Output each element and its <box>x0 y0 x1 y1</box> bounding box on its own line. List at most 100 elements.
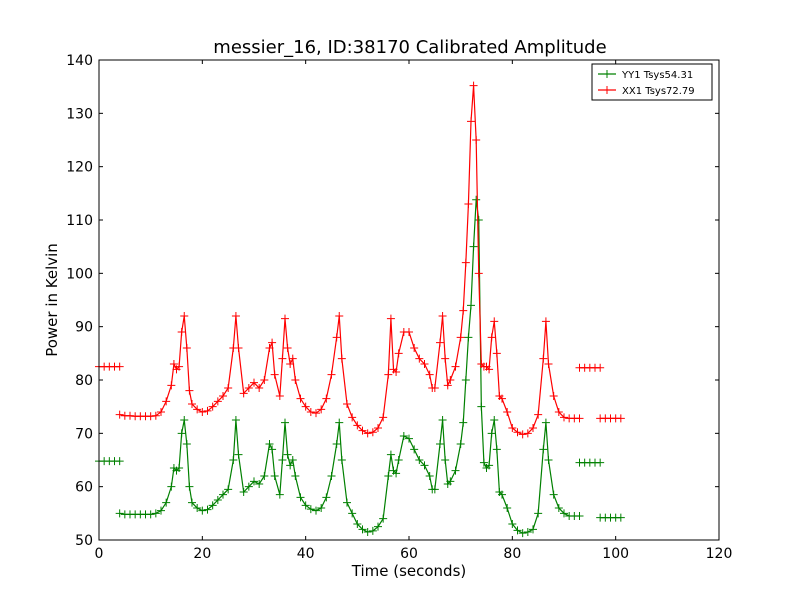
x-tick-label: 0 <box>95 546 104 562</box>
y-tick-label: 140 <box>66 53 93 69</box>
data-point <box>193 405 202 414</box>
data-point <box>265 440 274 448</box>
data-point <box>386 450 395 459</box>
x-tick-label: 80 <box>503 546 521 562</box>
data-point <box>368 526 377 535</box>
data-point <box>317 504 326 512</box>
data-point <box>487 429 496 438</box>
data-point <box>115 509 124 518</box>
data-point <box>490 416 499 424</box>
data-point <box>399 432 408 440</box>
data-point <box>265 344 274 352</box>
data-point <box>162 498 171 507</box>
data-point <box>560 509 568 518</box>
data-point <box>180 312 189 320</box>
data-point <box>358 525 367 534</box>
data-point <box>169 360 178 368</box>
data-point <box>554 504 563 512</box>
data-point <box>479 458 488 467</box>
data-point <box>283 450 292 459</box>
axis-layer: 0 20 40 60 80 100 120 50 60 70 80 90 100 110 120 130 140 <box>66 53 732 562</box>
data-point <box>343 498 351 507</box>
data-point <box>198 408 207 416</box>
data-point <box>492 349 501 358</box>
data-point <box>508 520 517 528</box>
data-point <box>415 354 424 363</box>
data-point <box>219 392 227 400</box>
series-1 <box>95 195 625 538</box>
data-point <box>523 429 532 438</box>
data-point <box>278 456 287 464</box>
data-point <box>250 477 258 486</box>
data-point <box>513 428 522 437</box>
data-point <box>322 394 331 403</box>
data-point <box>410 344 419 352</box>
data-point <box>363 429 372 438</box>
data-point <box>278 354 287 363</box>
data-point <box>430 485 439 494</box>
data-point <box>534 509 543 518</box>
data-point <box>337 354 346 363</box>
legend-marker <box>603 70 611 78</box>
data-point <box>244 482 253 491</box>
data-point <box>332 333 341 342</box>
data-point <box>405 328 413 336</box>
data-point <box>379 514 388 523</box>
data-point <box>456 333 465 342</box>
data-point <box>596 363 605 372</box>
data-point <box>301 501 310 510</box>
data-point <box>335 312 344 320</box>
data-point <box>368 428 377 437</box>
data-point <box>596 458 605 467</box>
data-point <box>268 338 277 347</box>
data-point <box>469 81 478 90</box>
data-point <box>268 445 277 454</box>
data-point <box>392 469 401 478</box>
x-tick-label: 100 <box>602 546 629 562</box>
x-tick-label: 60 <box>400 546 418 562</box>
data-point <box>115 410 124 419</box>
data-point <box>474 269 483 278</box>
data-point <box>541 317 550 326</box>
data-point <box>503 408 512 416</box>
data-point <box>348 509 357 518</box>
data-point <box>472 136 481 144</box>
data-point <box>177 328 186 336</box>
series-line <box>119 85 580 436</box>
data-point <box>343 400 351 408</box>
data-point <box>348 413 357 422</box>
data-point <box>492 445 501 454</box>
data-point <box>283 344 292 352</box>
data-point <box>358 426 367 435</box>
data-point <box>467 301 475 310</box>
data-point <box>288 354 297 363</box>
data-point <box>312 506 320 515</box>
data-point <box>275 392 284 400</box>
data-point <box>498 490 506 499</box>
data-point <box>296 394 305 403</box>
data-point <box>312 409 320 418</box>
legend-marker <box>603 86 611 94</box>
data-point <box>180 416 189 424</box>
y-tick-label: 50 <box>75 533 93 549</box>
data-point <box>549 490 558 499</box>
data-point <box>410 445 419 454</box>
data-point <box>291 376 300 384</box>
data-point <box>446 477 455 486</box>
data-point <box>503 504 512 512</box>
data-point <box>224 384 233 392</box>
data-point <box>306 408 315 416</box>
data-point <box>335 418 344 427</box>
data-point <box>477 402 486 411</box>
data-point <box>438 312 447 320</box>
data-point <box>529 525 537 534</box>
data-point <box>275 490 284 499</box>
data-point <box>560 413 568 422</box>
x-tick-label: 120 <box>706 546 733 562</box>
data-point <box>115 362 124 371</box>
data-point <box>459 418 468 427</box>
data-point <box>461 258 470 267</box>
legend-box <box>591 63 713 101</box>
data-point <box>474 216 483 224</box>
data-point <box>374 424 382 432</box>
